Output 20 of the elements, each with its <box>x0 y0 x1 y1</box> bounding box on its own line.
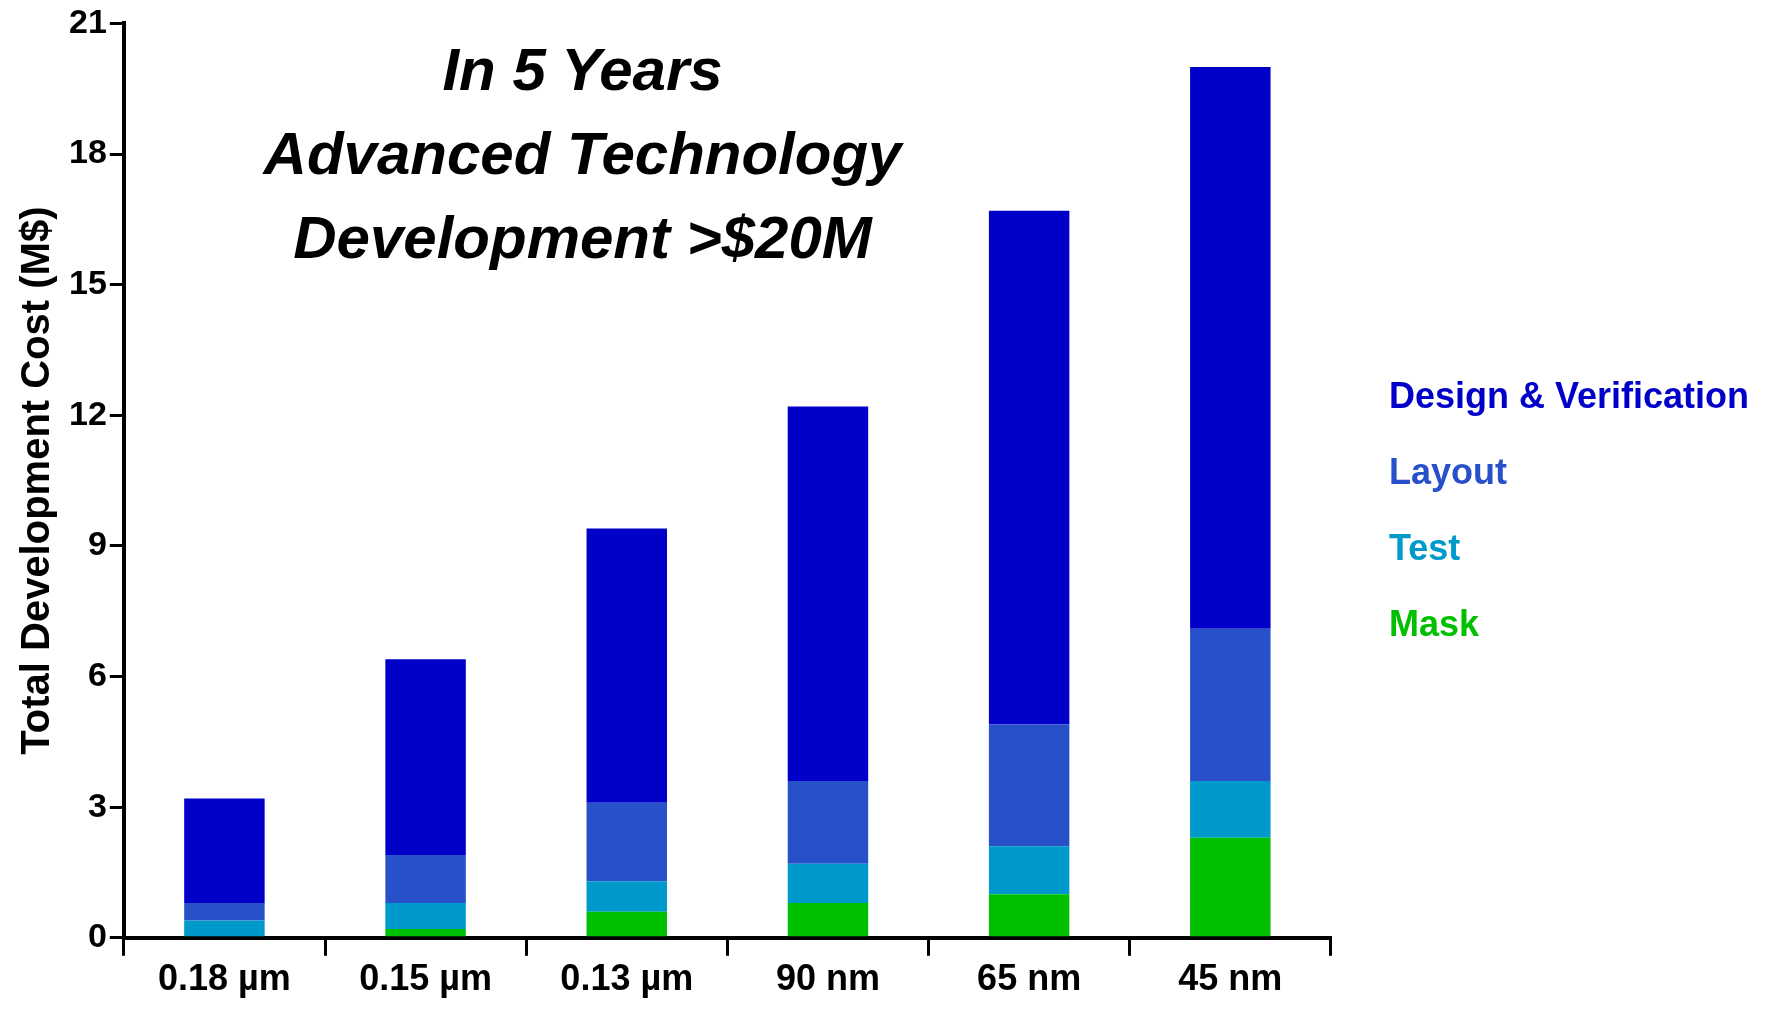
text: Mask <box>1388 603 1480 645</box>
y-axis-title: Total Development Cost (M$) <box>13 206 58 755</box>
x-tick-label: 45 nm <box>1178 957 1283 999</box>
x-tick-label: 0.15 µm <box>359 957 493 999</box>
text: Design & Verification <box>1388 375 1750 417</box>
y-tick-label: 21 <box>68 1 107 40</box>
y-tick-label: 3 <box>87 785 107 824</box>
y-tick-label: 12 <box>68 393 107 432</box>
y-tick-label: 9 <box>87 524 107 563</box>
text: Test <box>1388 527 1461 569</box>
text: Layout <box>1388 451 1507 493</box>
y-tick-label: 18 <box>68 132 107 171</box>
text: In 5 Years Advanced Technology Development >$20M <box>261 35 905 271</box>
y-tick-label: 15 <box>68 263 107 302</box>
x-tick-label: 0.13 µm <box>560 957 694 999</box>
x-tick-label: 65 nm <box>977 957 1082 999</box>
x-tick-label: 90 nm <box>775 957 880 999</box>
x-tick-label: 0.18 µm <box>158 957 291 999</box>
y-tick-label: 0 <box>87 916 107 955</box>
y-tick-label: 6 <box>87 654 107 693</box>
